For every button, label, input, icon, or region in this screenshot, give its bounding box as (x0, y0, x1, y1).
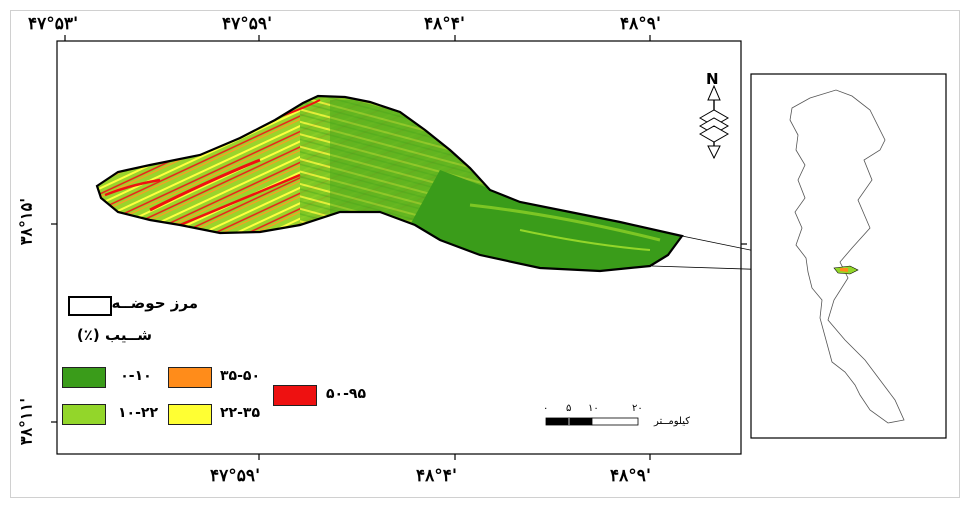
scale-bar (545, 417, 639, 426)
graticule-ticks (51, 35, 747, 460)
coord-left-1: ۳۸°۱۵' (16, 197, 36, 246)
legend-label-0-10: ۰-۱۰ (120, 368, 152, 384)
legend-swatch-50-95 (273, 385, 317, 406)
coord-top-1: ۴۷°۵۳' (28, 14, 79, 34)
coord-top-4: ۴۸°۹' (620, 14, 662, 34)
legend-label-35-50: ۳۵-۵۰ (220, 368, 260, 384)
scale-tick-10: ۱۰ (588, 403, 599, 414)
legend-swatch-10-22 (62, 404, 106, 425)
legend-boundary-label: مرز حوضــه (111, 294, 198, 312)
legend-swatch-35-50 (168, 367, 212, 388)
legend-label-50-95: ۵۰-۹۵ (326, 386, 366, 402)
coord-top-2: ۴۷°۵۹' (222, 14, 273, 34)
legend-label-10-22: ۱۰-۲۲ (118, 405, 158, 421)
coord-top-3: ۴۸°۴' (424, 14, 466, 34)
main-map-border (56, 40, 742, 455)
legend-slope-title: شــیب (٪) (76, 326, 152, 344)
map-frame (10, 10, 960, 498)
basin-boundary (95, 94, 684, 273)
province-outline (789, 89, 905, 424)
scale-tick-5: ۵ (566, 403, 572, 414)
scale-tick-0: ۰ (543, 403, 549, 414)
legend-swatch-22-35 (168, 404, 212, 425)
slope-raster (97, 96, 682, 271)
coord-left-2: ۳۸°۱۱' (16, 397, 36, 446)
coord-bottom-3: ۴۸°۹' (610, 466, 652, 486)
scale-tick-20: ۲۰ (632, 403, 643, 414)
coord-bottom-2: ۴۸°۴' (416, 466, 458, 486)
legend-swatch-0-10 (62, 367, 106, 388)
legend-label-22-35: ۲۲-۳۵ (220, 405, 260, 421)
north-arrow-icon (698, 84, 730, 160)
north-label: N (706, 70, 719, 88)
coord-bottom-1: ۴۷°۵۹' (210, 466, 261, 486)
scale-unit: کیلومــتر (653, 416, 690, 427)
legend-boundary-swatch (68, 296, 112, 316)
inset-basin-highlight (840, 268, 848, 272)
